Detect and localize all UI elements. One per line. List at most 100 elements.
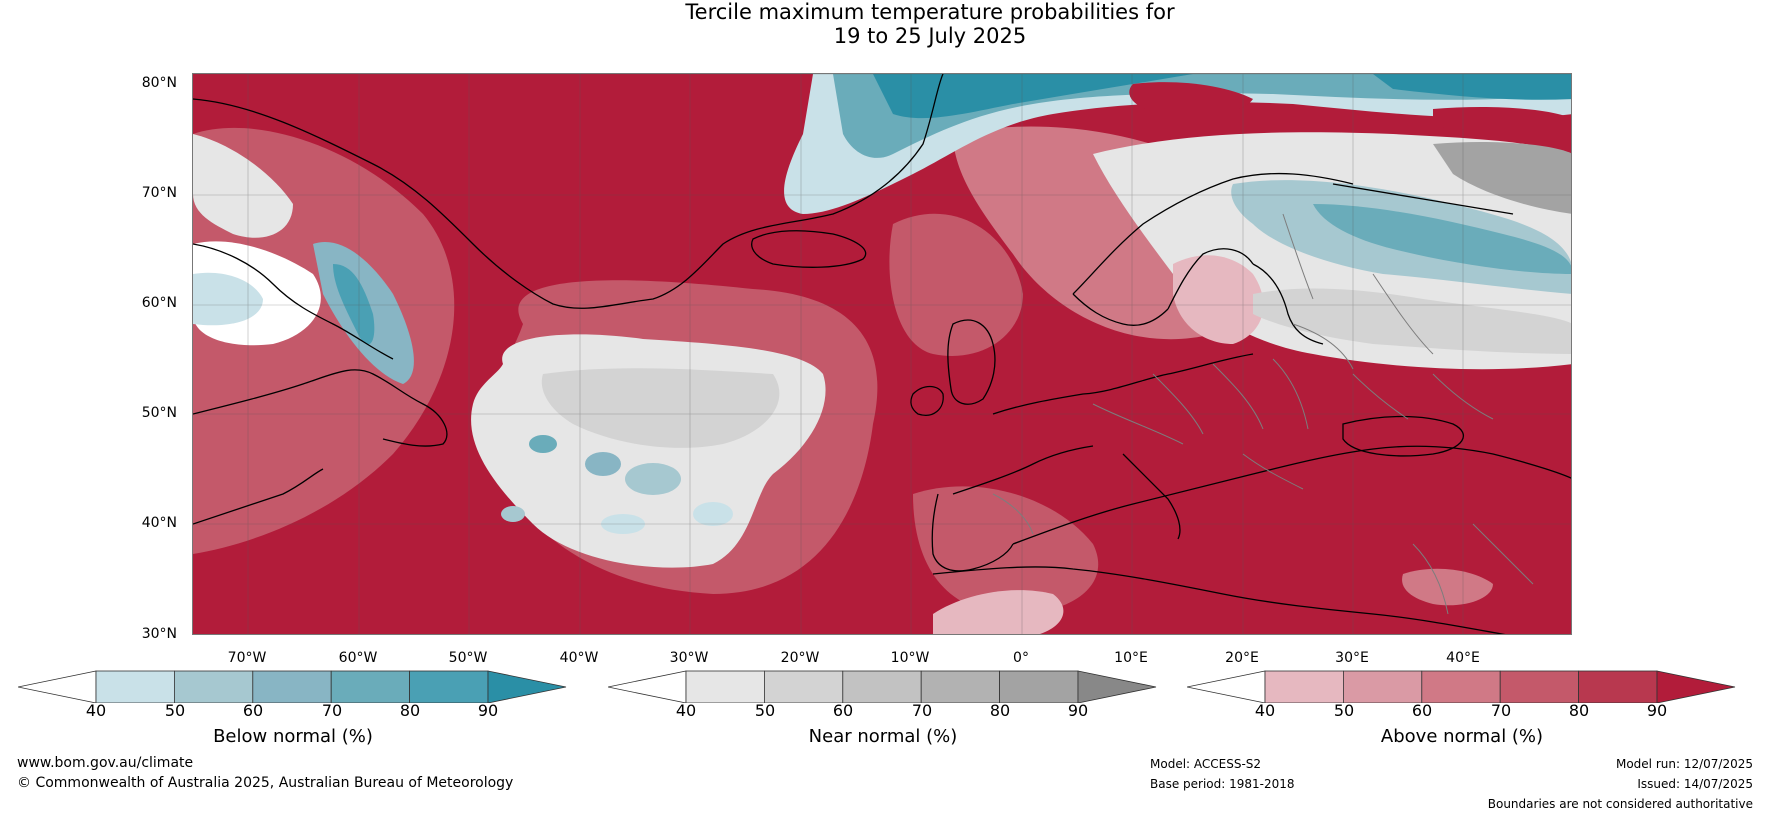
lon-label-40e: 40°E <box>1446 650 1480 666</box>
colorbar-near-normal: 40 50 60 70 80 90 <box>607 669 1158 720</box>
red-halo-iberia <box>913 486 1099 614</box>
colorbar-segment <box>842 670 922 704</box>
colorbar-above-normal-swatches <box>1186 670 1736 704</box>
colorbar-tick: 90 <box>1646 701 1668 720</box>
colorbar-extension-low <box>17 670 97 704</box>
colorbar-tick: 50 <box>754 701 776 720</box>
map-title: Tercile maximum temperature probabilitie… <box>0 0 1770 48</box>
colorbar-tick: 70 <box>1490 701 1512 720</box>
colorbar-below-normal: 40 50 60 70 80 90 <box>17 669 568 720</box>
colorbar-segment <box>330 670 411 704</box>
colorbar-segment <box>1342 670 1423 704</box>
colorbar-segment <box>1499 670 1580 704</box>
colorbar-segment <box>1421 670 1501 704</box>
copyright-text: © Commonwealth of Australia 2025, Austra… <box>17 775 514 791</box>
colorbar-tick: 80 <box>399 701 421 720</box>
colorbar-segment <box>999 670 1079 704</box>
colorbar-above-normal-label: Above normal (%) <box>1380 726 1544 747</box>
colorbar-tick: 60 <box>832 701 854 720</box>
above-normal-morocco-light <box>933 590 1064 634</box>
colorbar-tick: 40 <box>85 701 107 720</box>
lon-label-40w: 40°W <box>559 650 599 666</box>
colorbar-extension-high <box>1656 670 1736 704</box>
colorbar-below-normal-swatches <box>17 670 567 704</box>
colorbar-segment <box>409 670 489 704</box>
map-canvas <box>193 74 1571 634</box>
red-halo-north-atlantic <box>889 213 1023 356</box>
colorbar-below-normal-label: Below normal (%) <box>213 726 373 747</box>
below-normal-barents-dark <box>1373 74 1571 100</box>
lat-label-50n: 50°N <box>141 405 177 421</box>
lat-label-60n: 60°N <box>141 295 177 311</box>
lat-label-80n: 80°N <box>141 75 177 91</box>
colorbar-segment <box>763 670 844 704</box>
colorbar-segment <box>685 670 765 704</box>
title-line-1: Tercile maximum temperature probabilitie… <box>685 0 1175 24</box>
colorbar-tick: 60 <box>1411 701 1433 720</box>
below-normal-arctic-dark <box>873 74 1193 119</box>
graticule <box>193 74 1571 634</box>
colorbar-segment <box>173 670 254 704</box>
colorbar-segment <box>252 670 332 704</box>
below-normal-finland-core <box>1313 204 1571 274</box>
lon-label-70w: 70°W <box>227 650 267 666</box>
colorbar-tick: 70 <box>321 701 343 720</box>
below-normal-spot-5 <box>693 502 733 526</box>
colorbar-extension-high <box>487 670 567 704</box>
colorbar-near-normal-swatches <box>607 670 1157 704</box>
issued-date: Issued: 14/07/2025 <box>1637 777 1753 791</box>
boundaries-note: Boundaries are not considered authoritat… <box>1487 797 1753 811</box>
colorbar-segment <box>1578 670 1658 704</box>
colorbar-tick: 80 <box>989 701 1011 720</box>
above-normal-kara <box>1433 107 1571 135</box>
colorbar-tick: 80 <box>1568 701 1590 720</box>
below-normal-spot-4 <box>601 514 645 534</box>
below-normal-spot-6 <box>501 506 525 522</box>
colorbar-extension-high <box>1077 670 1157 704</box>
below-normal-spot-1 <box>625 463 681 495</box>
lat-label-40n: 40°N <box>141 515 177 531</box>
model-name: Model: ACCESS-S2 <box>1150 757 1262 771</box>
colorbar-tick: 90 <box>1067 701 1089 720</box>
colorbar-tick: 40 <box>1254 701 1276 720</box>
below-normal-spot-2 <box>585 452 621 476</box>
lon-label-60w: 60°W <box>338 650 378 666</box>
colorbar-segment <box>95 670 175 704</box>
colorbar-tick: 50 <box>164 701 186 720</box>
lon-label-20e: 20°E <box>1225 650 1259 666</box>
above-normal-mideast-light <box>1402 568 1493 606</box>
below-normal-spot-3 <box>529 435 557 453</box>
colorbar-near-normal-label: Near normal (%) <box>808 726 958 747</box>
near-normal-baffin <box>193 134 293 238</box>
colorbar-tick: 50 <box>1333 701 1355 720</box>
colorbar-extension-low <box>1186 670 1266 704</box>
lon-label-10e: 10°E <box>1114 650 1148 666</box>
lon-label-30e: 30°E <box>1335 650 1369 666</box>
below-normal-davis-core <box>333 264 375 345</box>
lon-label-10w: 10°W <box>890 650 930 666</box>
coastlines <box>193 74 1571 634</box>
lon-label-30w: 30°W <box>669 650 709 666</box>
lon-label-20w: 20°W <box>780 650 820 666</box>
colorbar-tick: 40 <box>675 701 697 720</box>
lon-label-50w: 50°W <box>448 650 488 666</box>
near-normal-russia-dark <box>1433 142 1571 214</box>
colorbar-extension-low <box>607 670 687 704</box>
above-normal-baltic-light <box>1173 255 1264 344</box>
country-borders <box>992 213 1534 615</box>
colorbar-above-normal: 40 50 60 70 80 90 <box>1186 669 1737 720</box>
colorbar-tick: 90 <box>477 701 499 720</box>
lat-label-30n: 30°N <box>141 626 177 642</box>
title-line-2: 19 to 25 July 2025 <box>833 24 1027 48</box>
colorbar-segment <box>1264 670 1344 704</box>
below-normal-labrador <box>193 272 263 326</box>
base-period: Base period: 1981-2018 <box>1150 777 1295 791</box>
above-normal-svalbard <box>1129 82 1253 116</box>
near-normal-russia <box>1253 288 1571 354</box>
colorbar-tick: 60 <box>242 701 264 720</box>
lat-label-70n: 70°N <box>141 185 177 201</box>
near-normal-atlantic-inner <box>541 368 780 448</box>
colorbar-tick: 70 <box>911 701 933 720</box>
model-run-date: Model run: 12/07/2025 <box>1615 757 1753 771</box>
website-link[interactable]: www.bom.gov.au/climate <box>17 755 194 771</box>
